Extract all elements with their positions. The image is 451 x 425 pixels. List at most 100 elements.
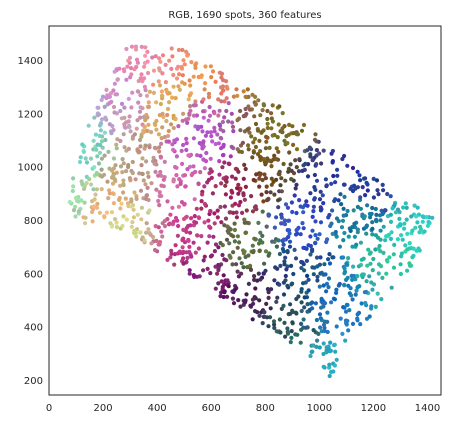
spot-point	[121, 190, 126, 195]
spot-point	[355, 274, 360, 279]
spot-point	[253, 102, 258, 107]
spot-point	[298, 232, 303, 237]
spot-point	[137, 137, 143, 143]
spot-point	[254, 172, 259, 177]
spot-point	[275, 135, 280, 140]
spot-point	[337, 244, 342, 249]
spot-point	[162, 159, 167, 164]
spot-point	[194, 206, 199, 211]
spot-point	[264, 301, 269, 306]
spot-point	[235, 93, 240, 98]
spot-point	[105, 179, 110, 184]
spot-point	[154, 238, 159, 243]
spot-point	[173, 96, 178, 101]
spot-point	[230, 174, 235, 179]
spot-point	[224, 108, 229, 114]
spot-point	[143, 45, 148, 50]
spot-point	[217, 159, 222, 164]
x-tick-label: 800	[256, 403, 275, 414]
spot-point	[96, 105, 101, 110]
spot-point	[76, 209, 81, 214]
spot-point	[128, 178, 133, 183]
spot-point	[299, 259, 304, 265]
spot-point	[218, 240, 223, 246]
spot-point	[388, 219, 394, 224]
spot-point	[385, 191, 390, 197]
spot-point	[289, 329, 294, 334]
spot-point	[314, 162, 319, 167]
spot-point	[188, 91, 194, 96]
spot-point	[208, 156, 213, 161]
spot-point	[330, 159, 335, 164]
spot-point	[247, 130, 252, 135]
spot-point	[229, 144, 234, 149]
spot-point	[152, 161, 157, 166]
spot-point	[220, 252, 225, 258]
spot-point	[109, 131, 114, 136]
spot-point	[126, 163, 131, 168]
spot-point	[212, 221, 217, 226]
spot-point	[103, 115, 108, 120]
spot-point	[266, 324, 271, 329]
spot-point	[107, 94, 112, 99]
spot-point	[134, 196, 139, 201]
spot-point	[162, 224, 168, 229]
spot-point	[354, 242, 359, 247]
y-tick-label: 400	[24, 323, 43, 334]
spot-point	[196, 246, 201, 251]
spot-point	[261, 199, 266, 204]
spot-point	[141, 130, 146, 135]
spot-point	[226, 101, 231, 106]
spot-point	[234, 87, 239, 92]
spot-point	[184, 214, 189, 219]
spot-point	[302, 305, 307, 310]
spot-point	[317, 284, 322, 289]
spot-point	[318, 316, 323, 321]
spot-point	[376, 246, 381, 251]
spot-point	[345, 163, 350, 168]
spot-point	[143, 182, 148, 187]
spot-point	[189, 254, 194, 259]
spot-point	[301, 210, 306, 215]
spot-point	[333, 180, 338, 185]
spot-point	[318, 325, 323, 330]
spot-point	[160, 53, 166, 58]
spot-point	[242, 197, 247, 202]
spot-point	[330, 208, 335, 213]
spot-point	[83, 156, 88, 161]
y-tick-label: 1400	[18, 56, 43, 67]
spot-point	[270, 103, 275, 108]
spot-point	[363, 176, 368, 181]
spot-point	[328, 348, 333, 353]
spot-point	[193, 99, 198, 104]
spot-point	[365, 263, 370, 268]
spot-point	[213, 79, 218, 84]
spot-point	[384, 271, 389, 276]
spot-point	[336, 198, 341, 203]
spot-point	[257, 248, 262, 254]
spot-point	[368, 261, 373, 266]
spot-point	[139, 163, 144, 168]
spot-point	[231, 94, 236, 99]
spot-point	[381, 224, 386, 229]
spot-point	[71, 208, 77, 213]
spot-point	[341, 305, 346, 310]
y-tick-label: 600	[24, 269, 43, 280]
spot-point	[233, 166, 238, 171]
spot-point	[216, 141, 221, 146]
spot-point	[255, 152, 261, 157]
spot-point	[277, 317, 282, 322]
spot-point	[249, 134, 254, 139]
spot-point	[121, 178, 126, 183]
spot-point	[239, 261, 244, 266]
spot-point	[355, 285, 360, 290]
spot-point	[130, 136, 135, 141]
spot-point	[235, 234, 240, 239]
spot-point	[170, 142, 175, 147]
spot-point	[318, 220, 324, 225]
spot-point	[300, 221, 305, 226]
spot-point	[128, 75, 133, 80]
spot-point	[365, 203, 370, 208]
spot-point	[121, 182, 126, 187]
spot-point	[285, 326, 290, 331]
